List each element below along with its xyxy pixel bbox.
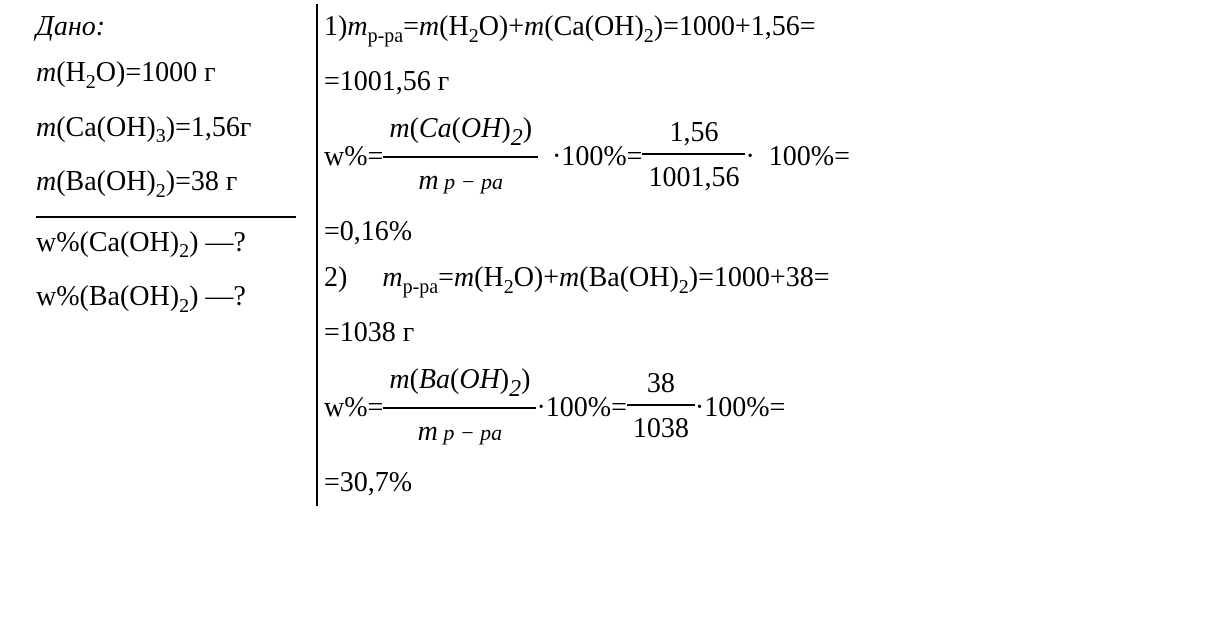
given-mbaoh: m(Ba(OH)2)=38 г bbox=[36, 159, 306, 214]
find-2: w%(Ba(OH)2) —? bbox=[36, 274, 306, 329]
step1-line2: =1001,56 г bbox=[324, 59, 1216, 105]
mh2o-value: 1000 г bbox=[141, 57, 215, 88]
step2-line1: 2) mр-ра=m(H2O)+m(Ba(OH)2)=1000+38= bbox=[324, 255, 1216, 310]
w2-frac1: m(Ba(OH)2) m p − pa bbox=[383, 360, 536, 457]
w1-frac1: m(Ca(OH)2) m p − pa bbox=[383, 109, 538, 206]
w1-lhs: w%= bbox=[324, 141, 383, 173]
step1-line1: 1)mр-ра=m(H2O)+m(Ca(OH)2)=1000+1,56= bbox=[324, 4, 1216, 59]
mbaoh-value: 38 г bbox=[191, 166, 237, 197]
mcaoh-value: 1,56г bbox=[191, 112, 251, 143]
w1-tail: · 100%= bbox=[745, 141, 849, 173]
w1-frac2-num: 1,56 bbox=[642, 113, 745, 155]
w1-frac2-den: 1001,56 bbox=[642, 155, 745, 201]
watermark: ©5terka.com bbox=[0, 552, 2, 620]
w2-frac2: 38 1038 bbox=[627, 364, 695, 452]
given-mh2o: m(H2O)=1000 г bbox=[36, 50, 306, 105]
w2-mid: ·100%= bbox=[536, 392, 626, 424]
w2-frac2-den: 1038 bbox=[627, 406, 695, 452]
step2-line2: =1038 г bbox=[324, 310, 1216, 356]
w1-mid: ·100%= bbox=[538, 141, 642, 173]
given-divider bbox=[36, 216, 296, 218]
w1-result: =0,16% bbox=[324, 209, 1216, 255]
given-section: Дано: m(H2O)=1000 г m(Ca(OH)3)=1,56г m(B… bbox=[36, 4, 316, 506]
find-1: w%(Ca(OH)2) —? bbox=[36, 220, 306, 275]
w2-frac2-num: 38 bbox=[627, 364, 695, 406]
w1-frac2: 1,56 1001,56 bbox=[642, 113, 745, 201]
w2-equation: w%= m(Ba(OH)2) m p − pa ·100%= 38 1038 ·… bbox=[324, 360, 1216, 457]
given-title: Дано: bbox=[36, 4, 306, 50]
solution-section: 1)mр-ра=m(H2O)+m(Ca(OH)2)=1000+1,56= =10… bbox=[316, 4, 1216, 506]
w2-lhs: w%= bbox=[324, 392, 383, 424]
given-mcaoh: m(Ca(OH)3)=1,56г bbox=[36, 105, 306, 160]
w2-result: =30,7% bbox=[324, 460, 1216, 506]
w1-equation: w%= m(Ca(OH)2) m p − pa ·100%= 1,56 1001… bbox=[324, 109, 1216, 206]
w2-tail: ·100%= bbox=[695, 392, 785, 424]
